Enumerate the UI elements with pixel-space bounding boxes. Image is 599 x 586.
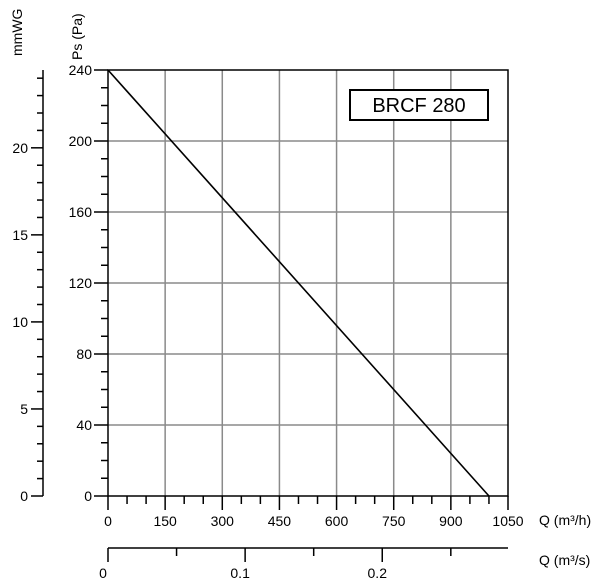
x-tick-label: 1050 — [492, 513, 523, 529]
secondary-y-tick-label: 0 — [20, 488, 28, 504]
x-tick-label: 300 — [211, 513, 235, 529]
series — [107, 69, 490, 497]
secondary-y-axis-title: mmWG — [9, 9, 25, 56]
secondary-x-tick-label: 0.1 — [230, 565, 250, 581]
y-tick-label: 80 — [76, 346, 92, 362]
y-tick-label: 160 — [69, 204, 93, 220]
title-box — [349, 89, 489, 121]
chart-title-badge: BRCF 280 — [349, 89, 489, 121]
grid — [108, 70, 508, 496]
y-tick-label: 200 — [69, 133, 93, 149]
secondary-y-tick-label: 10 — [12, 314, 28, 330]
secondary-x-axis-title: Q (m³/s) — [539, 552, 590, 568]
secondary-y-tick-label: 15 — [12, 227, 28, 243]
chart-title: BRCF 280 — [372, 95, 465, 117]
y-tick-label: 0 — [84, 488, 92, 504]
series-line — [107, 69, 490, 497]
x-tick-label: 900 — [439, 513, 463, 529]
secondary-x-tick-label: 0.2 — [368, 565, 388, 581]
y-axis-title: Ps (Pa) — [69, 13, 85, 60]
x-axis-title: Q (m³/h) — [539, 512, 591, 528]
secondary-y-tick-label: 5 — [20, 401, 28, 417]
y-tick-label: 120 — [69, 275, 93, 291]
x-tick-label: 0 — [104, 513, 112, 529]
x-tick-label: 150 — [153, 513, 177, 529]
y-tick-label: 40 — [76, 417, 92, 433]
secondary-y-tick-label: 20 — [12, 140, 28, 156]
y-tick-label: 240 — [69, 62, 93, 78]
secondary-x-tick-label: 0 — [99, 565, 107, 581]
x-tick-label: 750 — [382, 513, 406, 529]
x-tick-label: 600 — [325, 513, 349, 529]
x-tick-label: 450 — [268, 513, 292, 529]
